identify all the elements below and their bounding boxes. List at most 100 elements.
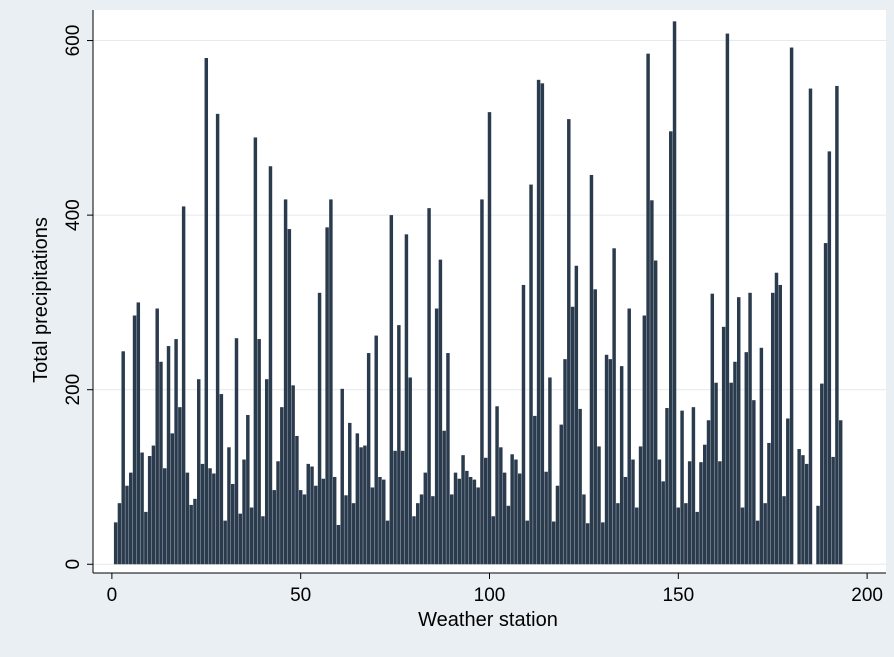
y-tick-label: 400 — [63, 199, 84, 231]
bar — [770, 292, 775, 565]
bar — [725, 33, 730, 565]
bar — [223, 520, 227, 565]
bar — [423, 472, 428, 565]
bar — [835, 85, 839, 565]
x-tick-label: 50 — [290, 585, 311, 606]
bar — [370, 487, 375, 565]
bar — [295, 435, 299, 565]
bar — [382, 479, 386, 565]
bar — [200, 463, 205, 565]
bar — [181, 206, 186, 565]
bar — [204, 58, 209, 565]
bar — [483, 457, 488, 565]
bar — [661, 481, 665, 565]
x-tick-label: 150 — [662, 585, 694, 606]
bar — [827, 151, 832, 565]
bar — [650, 200, 654, 565]
bar — [487, 112, 492, 565]
bar — [502, 472, 507, 565]
bar — [457, 478, 462, 565]
bar — [721, 326, 726, 565]
bar — [736, 297, 741, 565]
bar — [332, 476, 337, 565]
bar — [687, 461, 692, 565]
bar — [147, 456, 152, 565]
bar — [385, 520, 390, 565]
bar — [446, 353, 450, 565]
bar — [472, 479, 477, 565]
bar — [208, 468, 212, 565]
bar — [434, 308, 439, 565]
bar — [113, 522, 118, 565]
bar — [627, 308, 631, 565]
bars — [113, 21, 843, 565]
bar — [132, 315, 137, 565]
bar — [465, 470, 469, 565]
bar — [767, 442, 771, 565]
bar — [480, 199, 484, 565]
bar — [578, 408, 582, 565]
bar — [623, 476, 628, 565]
bar — [585, 523, 590, 565]
bar — [363, 445, 367, 565]
bar — [450, 494, 454, 565]
bar — [533, 415, 537, 565]
bar — [506, 505, 511, 565]
bar — [551, 521, 556, 565]
bar — [544, 471, 548, 565]
bar — [174, 339, 178, 565]
bar — [400, 450, 405, 565]
bar — [657, 459, 662, 565]
bar — [804, 463, 809, 565]
bar — [631, 459, 635, 565]
bar — [348, 422, 352, 565]
bar — [510, 454, 514, 565]
bar — [215, 113, 220, 565]
bar — [582, 494, 586, 565]
bar — [197, 379, 201, 565]
bar — [706, 420, 711, 565]
bar — [442, 430, 446, 565]
bar — [778, 284, 782, 565]
bar — [404, 234, 409, 565]
bar — [234, 338, 239, 565]
bar — [774, 272, 779, 565]
bar — [589, 174, 594, 565]
x-axis-ticks: 0 50 100 150 200 — [107, 573, 883, 606]
bar — [638, 446, 643, 565]
bar — [831, 456, 835, 565]
bar — [646, 53, 650, 565]
bar — [816, 505, 820, 565]
bar — [691, 407, 696, 565]
bar — [612, 248, 616, 565]
bar — [710, 293, 715, 565]
bar — [264, 379, 269, 565]
bar — [212, 473, 216, 565]
bar — [253, 137, 258, 565]
bar — [521, 284, 526, 565]
bar — [438, 259, 443, 565]
bar — [280, 407, 284, 565]
bar — [820, 383, 824, 565]
bar — [151, 445, 156, 565]
bar — [272, 490, 276, 565]
bar — [604, 354, 609, 565]
bar — [242, 459, 246, 565]
bar — [189, 504, 193, 565]
bar — [733, 361, 737, 565]
bar — [680, 410, 684, 565]
y-tick-label: 600 — [63, 25, 84, 57]
bar — [563, 359, 567, 565]
bar — [408, 377, 412, 565]
bar — [321, 478, 326, 565]
x-axis-title: Weather station — [418, 609, 558, 631]
bar — [325, 227, 329, 565]
bar — [193, 498, 197, 565]
bar — [740, 507, 745, 565]
bar — [344, 495, 348, 565]
bar — [752, 400, 756, 565]
bar — [491, 516, 496, 565]
bar — [306, 463, 310, 565]
bar — [310, 466, 314, 565]
